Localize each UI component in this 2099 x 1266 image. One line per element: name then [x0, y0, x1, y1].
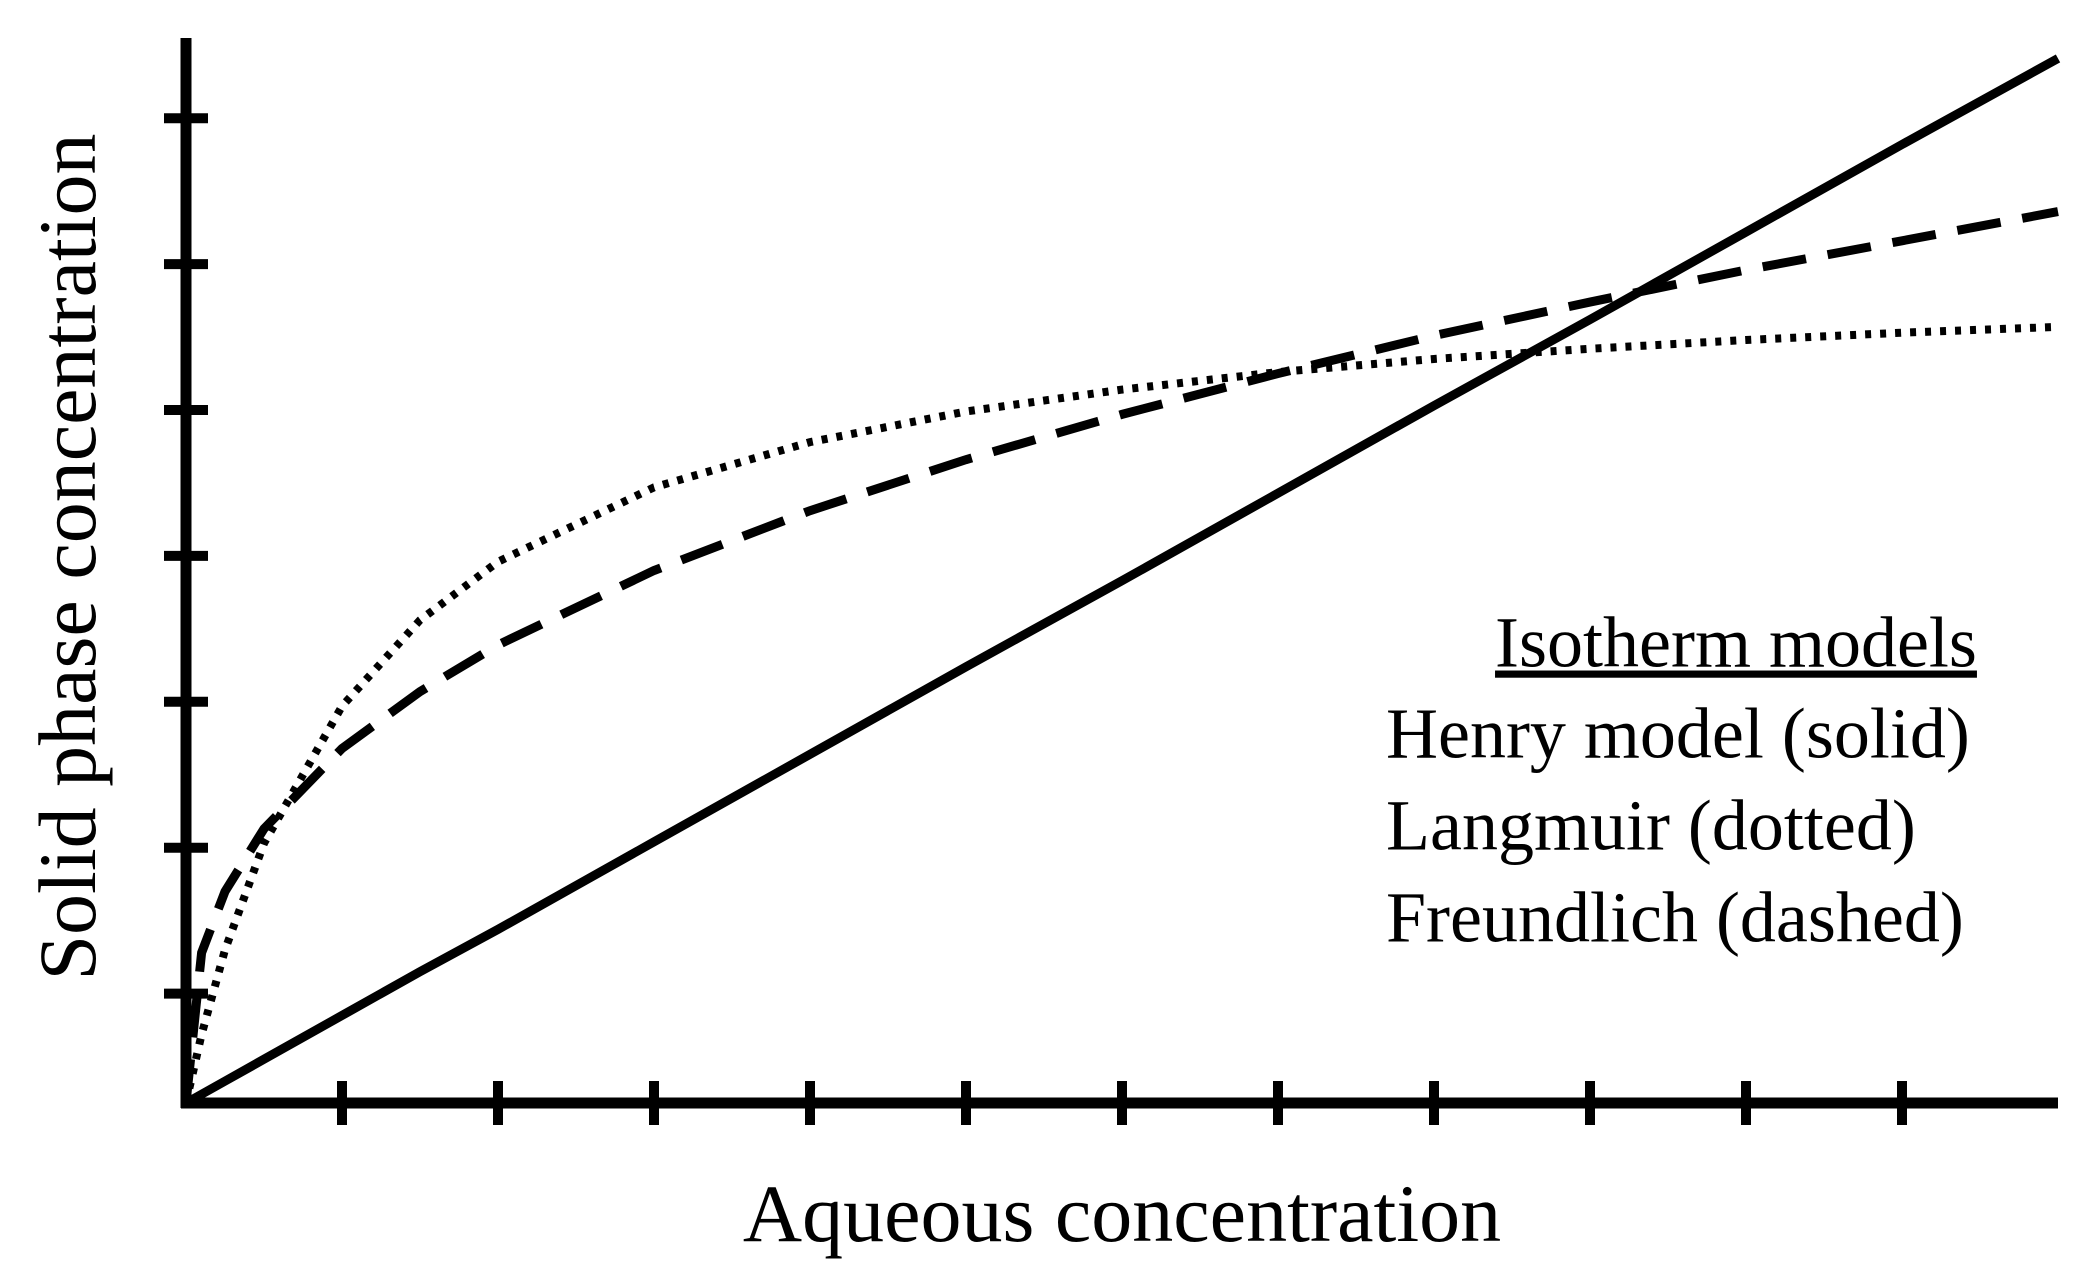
legend-entry: Henry model (solid)	[1386, 694, 1970, 774]
legend-entry: Langmuir (dotted)	[1386, 786, 1916, 866]
series-line	[181, 207, 2059, 1104]
y-axis-label: Solid phase concentration	[22, 133, 113, 980]
legend-title: Isotherm models	[1495, 603, 1977, 683]
legend-entry: Freundlich (dashed)	[1386, 878, 1964, 958]
series-line	[182, 322, 2059, 1104]
x-axis-label: Aqueous concentration	[743, 1168, 1501, 1259]
